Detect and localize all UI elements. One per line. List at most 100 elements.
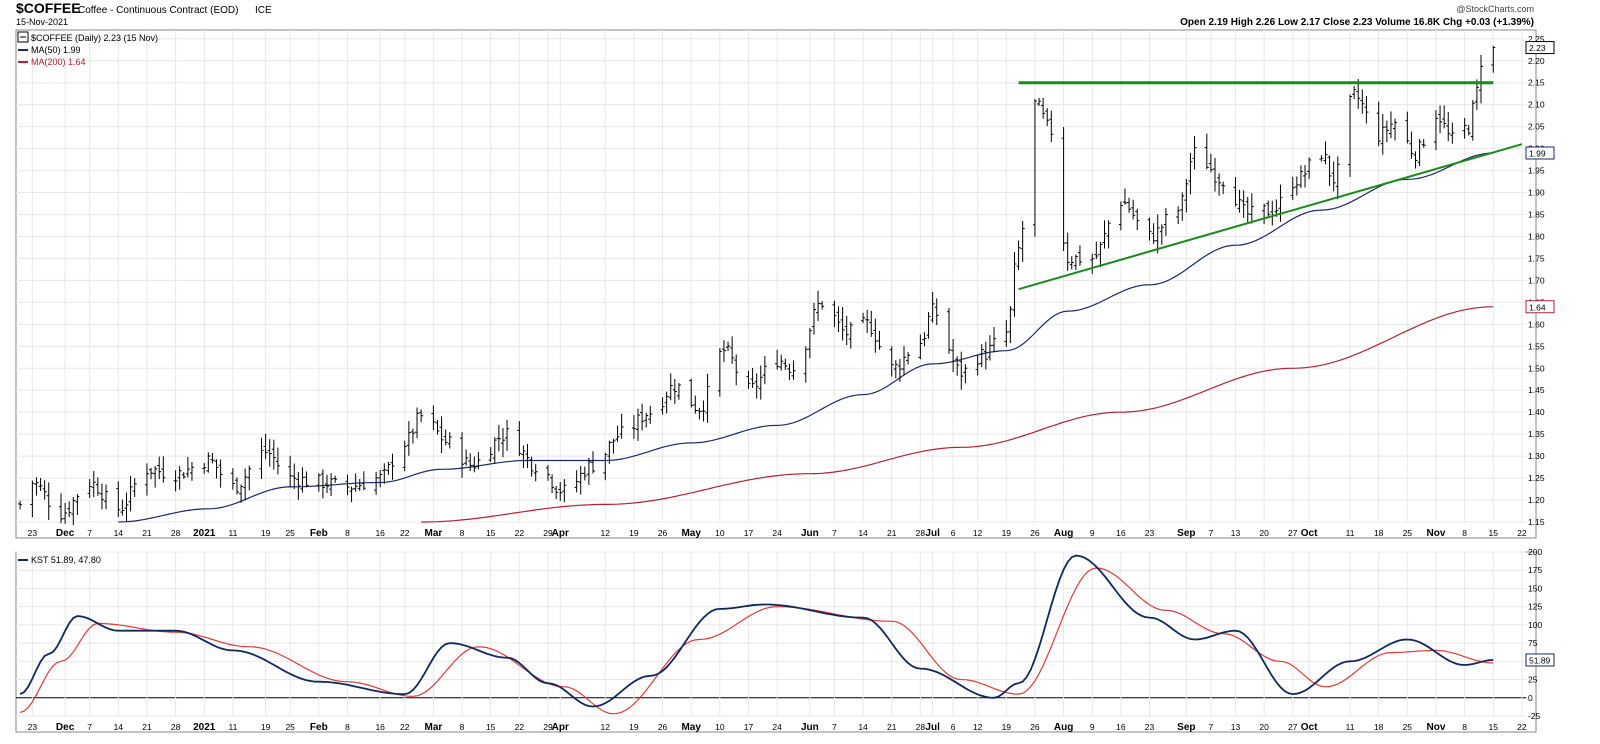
kst-x-tick-label: 7 bbox=[832, 722, 837, 732]
ohlc-bar bbox=[275, 447, 280, 475]
ohlc-bar bbox=[1360, 89, 1365, 114]
ohlc-bar bbox=[1135, 208, 1140, 231]
ohlc-bar bbox=[1032, 98, 1037, 237]
ohlc-bar bbox=[1073, 254, 1078, 271]
ohlc-bar bbox=[787, 363, 792, 381]
kst-x-tick-label: 10 bbox=[715, 722, 725, 732]
kst-last-tag: 51.89 bbox=[1529, 655, 1551, 665]
price-x-tick-label: Aug bbox=[1054, 528, 1073, 539]
ohlc-bar bbox=[345, 474, 350, 496]
kst-x-tick-label: 28 bbox=[916, 722, 926, 732]
ohlc-bar bbox=[578, 465, 583, 495]
kst-x-tick-label: 13 bbox=[1231, 722, 1241, 732]
ohlc-bar bbox=[611, 438, 616, 454]
price-x-tick-label: Feb bbox=[310, 528, 328, 539]
chart-date: 15-Nov-2021 bbox=[16, 17, 68, 27]
kst-x-tick-label: 27 bbox=[1288, 722, 1298, 732]
price-y-tick-label: 1.80 bbox=[1528, 231, 1545, 241]
ohlc-bar bbox=[517, 421, 522, 457]
kst-y-tick-label: 200 bbox=[1528, 547, 1542, 557]
ohlc-bar bbox=[1331, 161, 1336, 192]
price-x-tick-label: 12 bbox=[973, 528, 983, 538]
ohlc-bar bbox=[329, 473, 334, 496]
ohlc-bar bbox=[1037, 97, 1042, 106]
ohlc-bar bbox=[214, 459, 219, 479]
ohlc-bar bbox=[730, 336, 735, 364]
price-y-tick-label: 1.30 bbox=[1528, 451, 1545, 461]
ohlc-bar bbox=[320, 469, 325, 499]
price-bars bbox=[18, 45, 1496, 526]
ohlc-bar bbox=[419, 409, 424, 423]
ohlc-bar bbox=[889, 346, 894, 377]
price-x-tick-label: Jun bbox=[801, 528, 819, 539]
kst-x-tick-label: 2021 bbox=[193, 722, 216, 733]
ma200-tag: 1.64 bbox=[1529, 302, 1546, 312]
price-x-tick-label: 8 bbox=[460, 528, 465, 538]
ohlc-bar bbox=[676, 382, 681, 400]
ohlc-bar bbox=[922, 332, 927, 347]
kst-x-tick-label: 6 bbox=[951, 722, 956, 732]
ohlc-bar bbox=[1012, 252, 1017, 317]
kst-signal-path bbox=[19, 567, 1494, 715]
ohlc-bar bbox=[1241, 190, 1246, 218]
ma200-tag-box bbox=[1525, 300, 1555, 314]
ohlc-bar bbox=[496, 424, 501, 452]
ohlc-bar bbox=[464, 449, 469, 466]
value-tags: 2.23 1.99 1.64 51.89 bbox=[1525, 41, 1555, 667]
ohlc-bar bbox=[979, 344, 984, 368]
kst-x-tick-label: 11 bbox=[228, 722, 237, 732]
price-last-tag-box bbox=[1525, 41, 1555, 55]
contract-name: Coffee - Continuous Contract (EOD) bbox=[78, 5, 238, 16]
kst-x-tick-label: 8 bbox=[345, 722, 350, 732]
ohlc-bar bbox=[615, 425, 620, 442]
ohlc-bar bbox=[664, 391, 669, 414]
price-y-tick-label: 1.25 bbox=[1528, 473, 1545, 483]
ohlc-bar bbox=[1090, 253, 1095, 274]
price-x-tick-label: 23 bbox=[28, 528, 38, 538]
ohlc-bar bbox=[1102, 220, 1107, 249]
price-y-tick-label: 1.45 bbox=[1528, 385, 1545, 395]
exchange-label: ICE bbox=[255, 5, 272, 16]
price-x-tick-label: 19 bbox=[1002, 528, 1012, 538]
ohlc-bar bbox=[574, 470, 579, 493]
ohlc-bar bbox=[234, 477, 239, 495]
kst-x-tick-label: 26 bbox=[658, 722, 668, 732]
ohlc-bar bbox=[104, 484, 109, 510]
ohlc-bar bbox=[631, 415, 636, 439]
ohlc-bar bbox=[500, 428, 505, 458]
price-x-tick-label: 7 bbox=[1209, 528, 1214, 538]
price-y-tick-label: 1.75 bbox=[1528, 253, 1545, 263]
ohlc-bar bbox=[42, 480, 47, 500]
kst-y-tick-label: 100 bbox=[1528, 620, 1542, 630]
ohlc-bar bbox=[590, 451, 595, 474]
ohlc-bar bbox=[243, 468, 248, 501]
price-x-tick-label: Apr bbox=[552, 528, 569, 539]
ohlc-bar bbox=[640, 403, 645, 431]
ohlc-bar bbox=[247, 465, 252, 491]
ohlc-bar bbox=[1421, 139, 1426, 148]
price-y-axis: 2.252.202.152.102.052.001.951.901.851.80… bbox=[1528, 34, 1545, 527]
ohlc-bar bbox=[550, 474, 555, 494]
ohlc-bar bbox=[1450, 122, 1455, 144]
ohlc-bar bbox=[525, 443, 530, 469]
price-y-tick-label: 2.05 bbox=[1528, 122, 1545, 132]
ohlc-bar bbox=[844, 315, 849, 346]
price-y-tick-label: 1.15 bbox=[1528, 517, 1545, 527]
ohlc-bar bbox=[116, 481, 121, 517]
ohlc-bar bbox=[1298, 165, 1303, 188]
ohlc-bar bbox=[1245, 196, 1250, 223]
ohlc-bar bbox=[1094, 241, 1099, 260]
price-y-tick-label: 1.70 bbox=[1528, 275, 1545, 285]
ohlc-bar bbox=[1176, 206, 1181, 224]
ohlc-bar bbox=[1188, 152, 1193, 195]
ohlc-summary: Open 2.19 High 2.26 Low 2.17 Close 2.23 … bbox=[1180, 17, 1534, 28]
ohlc-bar bbox=[230, 468, 235, 490]
kst-y-axis: 2001751501251007550250-25 bbox=[1528, 547, 1542, 721]
ohlc-bar bbox=[877, 330, 882, 350]
ohlc-bar bbox=[185, 456, 190, 478]
price-y-tick-label: 1.50 bbox=[1528, 363, 1545, 373]
ohlc-bar bbox=[1409, 131, 1414, 159]
ohlc-bar bbox=[1266, 200, 1271, 217]
price-y-tick-label: 1.85 bbox=[1528, 210, 1545, 220]
ohlc-bar bbox=[775, 349, 780, 370]
